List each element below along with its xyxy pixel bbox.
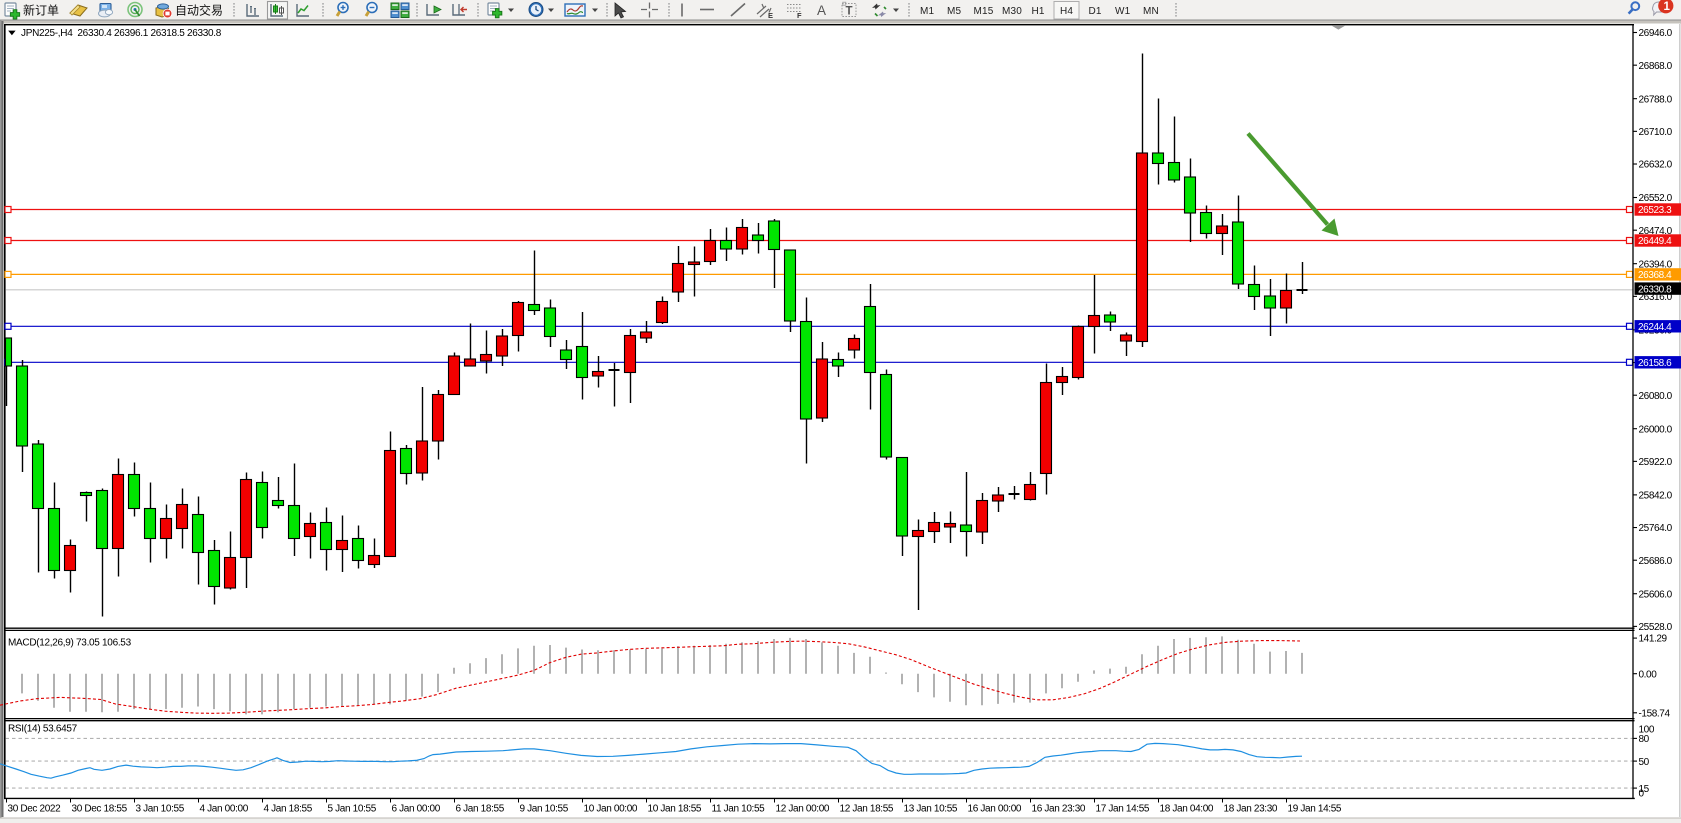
- svg-text:26394.0: 26394.0: [1639, 259, 1673, 270]
- svg-text:17 Jan 14:55: 17 Jan 14:55: [1096, 803, 1150, 814]
- svg-text:100: 100: [1639, 724, 1655, 735]
- svg-text:新订单: 新订单: [23, 3, 59, 18]
- svg-text:M1: M1: [920, 6, 935, 17]
- svg-text:80: 80: [1639, 734, 1650, 745]
- svg-text:25764.0: 25764.0: [1639, 523, 1673, 534]
- svg-text:1: 1: [1664, 1, 1671, 13]
- svg-text:JPN225-,H4 26330.4 26396.1 26: JPN225-,H4 26330.4 26396.1 26318.5 26330…: [21, 28, 222, 39]
- svg-text:F: F: [797, 11, 802, 20]
- svg-text:4 Jan 18:55: 4 Jan 18:55: [264, 803, 313, 814]
- svg-text:26080.0: 26080.0: [1639, 391, 1673, 402]
- svg-text:141.29: 141.29: [1639, 634, 1668, 645]
- svg-text:0: 0: [1639, 789, 1645, 800]
- svg-text:26868.0: 26868.0: [1639, 61, 1673, 72]
- svg-text:M5: M5: [947, 6, 962, 17]
- svg-text:26552.0: 26552.0: [1639, 193, 1673, 204]
- svg-text:30 Dec 18:55: 30 Dec 18:55: [72, 803, 128, 814]
- svg-text:26946.0: 26946.0: [1639, 28, 1673, 39]
- svg-text:11 Jan 10:55: 11 Jan 10:55: [712, 803, 766, 814]
- svg-text:RSI(14) 53.6457: RSI(14) 53.6457: [8, 724, 78, 735]
- svg-text:H4: H4: [1060, 6, 1073, 17]
- svg-text:26330.8: 26330.8: [1638, 284, 1672, 295]
- svg-text:E: E: [768, 11, 773, 20]
- svg-text:12 Jan 18:55: 12 Jan 18:55: [840, 803, 894, 814]
- svg-text:10 Jan 18:55: 10 Jan 18:55: [648, 803, 702, 814]
- svg-text:MACD(12,26,9) 73.05 106.53: MACD(12,26,9) 73.05 106.53: [8, 638, 132, 649]
- svg-text:26244.4: 26244.4: [1638, 322, 1672, 333]
- svg-text:10 Jan 00:00: 10 Jan 00:00: [584, 803, 638, 814]
- svg-text:MN: MN: [1143, 6, 1159, 17]
- svg-text:26474.0: 26474.0: [1639, 226, 1673, 237]
- svg-text:W1: W1: [1115, 6, 1131, 17]
- svg-text:50: 50: [1639, 757, 1650, 768]
- svg-text:5 Jan 10:55: 5 Jan 10:55: [328, 803, 377, 814]
- svg-text:30 Dec 2022: 30 Dec 2022: [8, 803, 62, 814]
- svg-text:4 Jan 00:00: 4 Jan 00:00: [200, 803, 249, 814]
- svg-text:26158.6: 26158.6: [1638, 358, 1672, 369]
- svg-text:T: T: [846, 6, 853, 18]
- svg-text:26523.3: 26523.3: [1638, 205, 1672, 216]
- svg-text:13 Jan 10:55: 13 Jan 10:55: [904, 803, 958, 814]
- svg-text:9 Jan 10:55: 9 Jan 10:55: [520, 803, 569, 814]
- svg-text:18 Jan 04:00: 18 Jan 04:00: [1160, 803, 1214, 814]
- svg-text:0.00: 0.00: [1639, 669, 1658, 680]
- svg-text:3 Jan 10:55: 3 Jan 10:55: [136, 803, 185, 814]
- svg-text:25528.0: 25528.0: [1639, 622, 1673, 633]
- svg-text:D1: D1: [1089, 6, 1102, 17]
- svg-text:15: 15: [1639, 784, 1650, 795]
- svg-text:16 Jan 23:30: 16 Jan 23:30: [1032, 803, 1086, 814]
- svg-text:16 Jan 00:00: 16 Jan 00:00: [968, 803, 1022, 814]
- svg-text:18 Jan 23:30: 18 Jan 23:30: [1224, 803, 1278, 814]
- svg-text:26710.0: 26710.0: [1639, 127, 1673, 138]
- svg-text:26449.4: 26449.4: [1638, 236, 1672, 247]
- svg-text:26788.0: 26788.0: [1639, 94, 1673, 105]
- svg-text:25606.0: 25606.0: [1639, 589, 1673, 600]
- svg-text:26000.0: 26000.0: [1639, 424, 1673, 435]
- svg-text:26368.4: 26368.4: [1638, 270, 1672, 281]
- svg-text:-158.74: -158.74: [1639, 708, 1671, 719]
- svg-text:M30: M30: [1002, 6, 1022, 17]
- svg-text:6 Jan 00:00: 6 Jan 00:00: [392, 803, 441, 814]
- svg-text:12 Jan 00:00: 12 Jan 00:00: [776, 803, 830, 814]
- svg-text:A: A: [817, 3, 826, 18]
- svg-text:自动交易: 自动交易: [175, 3, 223, 18]
- svg-text:M15: M15: [974, 6, 994, 17]
- svg-text:26316.0: 26316.0: [1639, 292, 1673, 303]
- svg-text:H1: H1: [1032, 6, 1045, 17]
- svg-text:6 Jan 18:55: 6 Jan 18:55: [456, 803, 505, 814]
- svg-text:25842.0: 25842.0: [1639, 490, 1673, 501]
- svg-text:19 Jan 14:55: 19 Jan 14:55: [1288, 803, 1342, 814]
- svg-text:26632.0: 26632.0: [1639, 160, 1673, 171]
- svg-text:25686.0: 25686.0: [1639, 556, 1673, 567]
- svg-text:25922.0: 25922.0: [1639, 457, 1673, 468]
